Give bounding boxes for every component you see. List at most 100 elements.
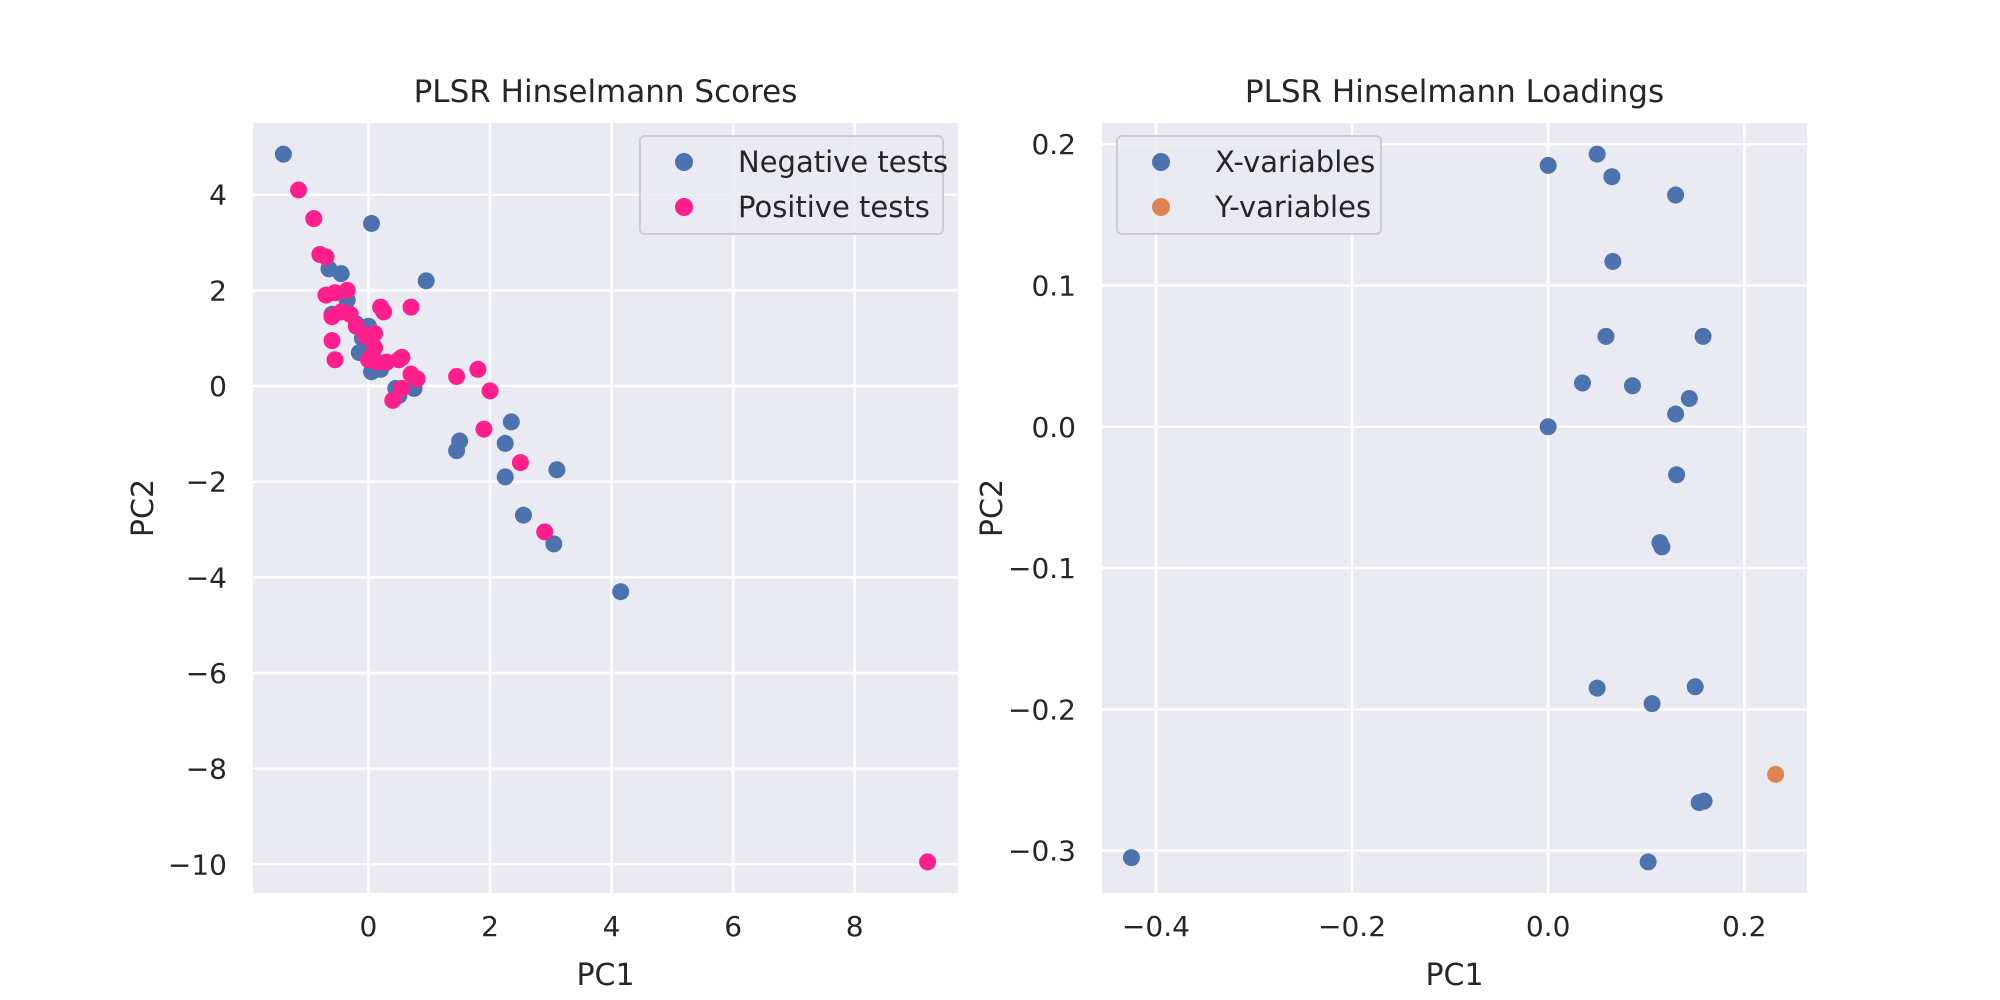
scores-data-point <box>326 351 344 369</box>
scores-data-point <box>393 379 411 397</box>
loadings-plot-area <box>1102 123 1807 893</box>
loadings-x-tick-label: −0.2 <box>1318 910 1386 943</box>
scores-data-point <box>363 214 381 232</box>
scores-data-point <box>417 272 435 290</box>
loadings-x-tick-label: −0.4 <box>1122 910 1190 943</box>
scores-data-point <box>511 454 529 472</box>
loadings-data-point <box>1667 186 1685 204</box>
loadings-y-tick-label: 0.1 <box>1031 269 1076 302</box>
loadings-legend-marker <box>1152 198 1170 216</box>
scores-y-tick-label: 0 <box>209 370 227 403</box>
loadings-data-point <box>1653 538 1671 556</box>
scores-data-point <box>402 298 420 316</box>
loadings-chart-title: PLSR Hinselmann Loadings <box>1245 74 1664 110</box>
scores-data-point <box>274 145 292 163</box>
loadings-data-point <box>1668 466 1686 484</box>
scores-legend-marker <box>675 153 693 171</box>
scores-y-tick-label: 4 <box>209 179 227 212</box>
loadings-x-tick-label: 0.0 <box>1526 910 1571 943</box>
loadings-data-point <box>1694 327 1712 345</box>
loadings-y-tick-label: 0.0 <box>1031 411 1076 444</box>
scores-data-point <box>384 391 402 409</box>
scores-data-point <box>332 303 350 321</box>
scores-x-tick-label: 4 <box>603 910 621 943</box>
scores-data-point <box>290 181 308 199</box>
scores-y-axis-label: PC2 <box>126 479 161 537</box>
scores-legend-box <box>639 135 944 235</box>
scores-data-point <box>448 367 466 385</box>
scores-y-tick-label: −4 <box>186 561 227 594</box>
scores-data-point <box>469 360 487 378</box>
scores-y-tick-label: 2 <box>209 274 227 307</box>
scores-legend-label: Positive tests <box>738 190 930 224</box>
loadings-data-point <box>1573 374 1591 392</box>
scores-x-tick-label: 0 <box>360 910 378 943</box>
loadings-legend-label: X-variables <box>1215 145 1375 179</box>
scores-legend-marker <box>675 198 693 216</box>
scores-data-point <box>496 434 514 452</box>
scores-data-point <box>502 413 520 431</box>
scores-data-point <box>536 523 554 541</box>
loadings-legend-label: Y-variables <box>1214 190 1371 224</box>
scores-y-tick-label: −8 <box>186 753 227 786</box>
scores-chart: 0 2 4 6 8 4 2 0 −2 −4 −6 −8 −10 PLSR Hinselmann Score… <box>126 74 958 993</box>
loadings-data-point <box>1603 168 1621 186</box>
loadings-data-point <box>1767 765 1785 783</box>
loadings-data-point <box>1695 792 1713 810</box>
loadings-data-point <box>1680 390 1698 408</box>
scores-data-point <box>323 332 341 350</box>
scores-legend: Negative tests Positive tests <box>639 135 948 235</box>
loadings-y-tick-label: −0.2 <box>1008 693 1076 726</box>
loadings-data-point <box>1639 853 1657 871</box>
scores-x-tick-label: 8 <box>846 910 864 943</box>
scores-plot-area <box>253 123 958 893</box>
loadings-legend-marker <box>1152 153 1170 171</box>
scores-data-point <box>514 506 532 524</box>
loadings-x-axis-label: PC1 <box>1425 958 1483 993</box>
loadings-data-point <box>1539 156 1557 174</box>
loadings-data-point <box>1667 405 1685 423</box>
loadings-data-point <box>1623 377 1641 395</box>
loadings-series-x-variables <box>1122 145 1713 871</box>
scores-x-axis-label: PC1 <box>576 958 634 993</box>
scores-data-point <box>393 348 411 366</box>
loadings-data-point <box>1597 327 1615 345</box>
loadings-data-point <box>1122 849 1140 867</box>
loadings-data-point <box>1604 252 1622 270</box>
scores-data-point <box>375 303 393 321</box>
loadings-data-point <box>1588 145 1606 163</box>
loadings-data-point <box>1539 418 1557 436</box>
loadings-data-point <box>1686 678 1704 696</box>
scores-data-point <box>919 853 937 871</box>
scores-data-point <box>545 535 563 553</box>
loadings-y-tick-label: −0.3 <box>1008 835 1076 868</box>
loadings-y-tick-label: −0.1 <box>1008 552 1076 585</box>
loadings-data-point <box>1643 695 1661 713</box>
loadings-data-point <box>1588 679 1606 697</box>
loadings-legend-box <box>1116 135 1382 235</box>
scores-data-point <box>448 442 466 460</box>
loadings-y-axis-label: PC2 <box>975 479 1010 537</box>
scores-data-point <box>408 370 426 388</box>
scores-y-tick-label: −6 <box>186 657 227 690</box>
scores-y-tick-label: −10 <box>168 848 227 881</box>
scores-data-point <box>366 324 384 342</box>
scores-legend-label: Negative tests <box>738 145 948 179</box>
scores-data-point <box>475 420 493 438</box>
scores-data-point <box>496 468 514 486</box>
scores-data-point <box>317 248 335 266</box>
scores-data-point <box>481 382 499 400</box>
loadings-legend: X-variables Y-variables <box>1116 135 1382 235</box>
scores-x-tick-label: 2 <box>481 910 499 943</box>
scores-data-point <box>332 265 350 283</box>
scores-data-point <box>305 210 323 228</box>
loadings-chart: −0.4 −0.2 0.0 0.2 0.2 0.1 0.0 −0.1 −0.2 −0.3 PLSR … <box>975 74 1807 993</box>
loadings-x-tick-label: 0.2 <box>1722 910 1767 943</box>
scores-chart-title: PLSR Hinselmann Scores <box>414 74 798 110</box>
loadings-y-tick-label: 0.2 <box>1031 128 1076 161</box>
scores-data-point <box>338 281 356 299</box>
scores-data-point <box>548 461 566 479</box>
scores-data-point <box>612 583 630 601</box>
scores-x-tick-label: 6 <box>724 910 742 943</box>
